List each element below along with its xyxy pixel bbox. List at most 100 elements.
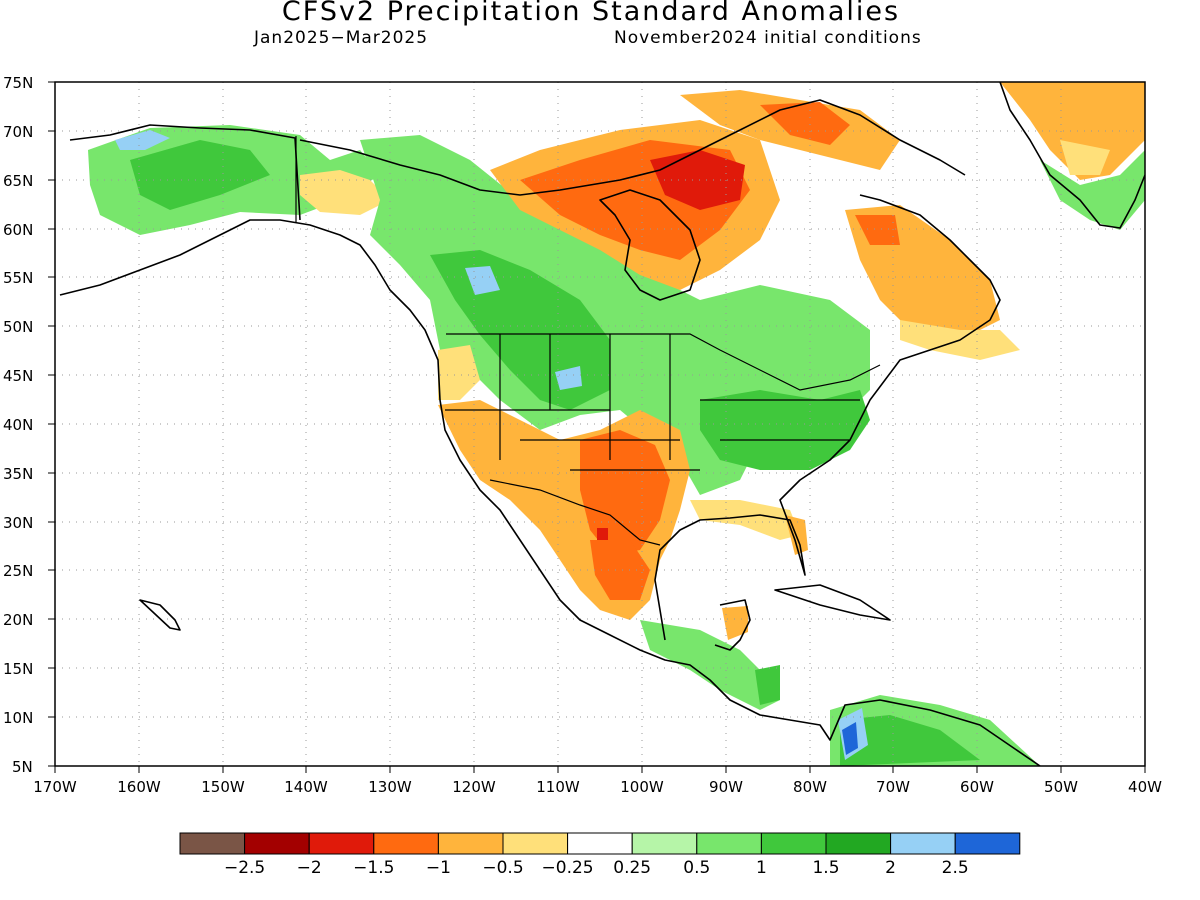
- lat-label: 10N: [3, 709, 33, 727]
- lon-label: 90W: [709, 778, 743, 796]
- longitude-labels: 170W 160W 150W 140W 130W 120W 110W 100W …: [33, 778, 1162, 796]
- colorbar-swatch: [244, 832, 310, 855]
- lon-label: 100W: [620, 778, 664, 796]
- lon-label: 160W: [117, 778, 161, 796]
- colorbar-swatch: [954, 832, 1021, 855]
- us-canada-border: [446, 333, 881, 391]
- mexico-dry-core: [590, 540, 650, 600]
- colorbar-label: 2: [885, 858, 896, 878]
- forecast-period: Jan2025−Mar2025: [254, 28, 429, 48]
- colombia-wet-core: [840, 715, 980, 766]
- yukon-dry-area: [300, 170, 390, 215]
- latitude-labels: 75N 70N 65N 60N 55N 50N 45N 40N 35N 30N …: [3, 74, 33, 776]
- hudson-very-dry: [650, 150, 745, 210]
- central-america-wet: [640, 620, 780, 710]
- lat-label: 45N: [3, 367, 33, 385]
- labrador-dry-core: [855, 215, 900, 245]
- colorbar: [179, 832, 1021, 855]
- hudson-bay-coast: [599, 189, 701, 301]
- lat-label: 40N: [3, 416, 33, 434]
- lat-label: 5N: [12, 758, 33, 776]
- lon-label: 80W: [793, 778, 827, 796]
- southeast-dry-area: [690, 500, 800, 540]
- colorbar-swatch: [437, 832, 504, 855]
- north-america-coastline: [59, 219, 1041, 766]
- colorbar-swatch: [373, 832, 439, 855]
- colorbar-label: −0.25: [542, 858, 594, 878]
- lon-label: 170W: [33, 778, 77, 796]
- alaska-coast: [69, 124, 301, 221]
- central-america-coast: [714, 599, 751, 651]
- greenland-coast: [999, 82, 1145, 229]
- greenland-wet-area: [1040, 150, 1145, 230]
- initial-conditions: November2024 initial conditions: [614, 28, 922, 48]
- lat-label: 60N: [3, 221, 33, 239]
- lat-label: 55N: [3, 269, 33, 287]
- colorbar-swatch: [308, 832, 375, 855]
- lat-label: 20N: [3, 611, 33, 629]
- lat-label: 25N: [3, 562, 33, 580]
- lat-label: 30N: [3, 514, 33, 532]
- axis-ticks: [48, 81, 1146, 773]
- colorbar-swatch: [890, 832, 956, 855]
- colorbar-swatch: [179, 832, 246, 855]
- cuba-outline: [774, 584, 891, 621]
- colorbar-label: −1.5: [353, 858, 394, 878]
- montana-blue-spot: [555, 366, 582, 390]
- mexico-red-spot: [597, 528, 608, 540]
- colorbar-label: 2.5: [942, 858, 969, 878]
- west-us-yellow: [438, 345, 480, 400]
- colombia-deep-blue: [842, 722, 858, 755]
- lon-label: 50W: [1044, 778, 1078, 796]
- lat-label: 75N: [3, 74, 33, 92]
- colorbar-label: −2.5: [224, 858, 265, 878]
- state-lines: [445, 334, 860, 471]
- alaska-blue-spot: [115, 130, 170, 150]
- colorbar-labels: −2.5 −2 −1.5 −1 −0.5 −0.25 0.25 0.5 1 1.5 2 2.5: [224, 858, 969, 878]
- lat-label: 65N: [3, 172, 33, 190]
- colorbar-label: 0.25: [613, 858, 651, 878]
- lon-label: 40W: [1128, 778, 1162, 796]
- alaska-wet-core: [130, 140, 270, 210]
- southern-plains-dry-core: [580, 430, 670, 555]
- map-title: CFSv2 Precipitation Standard Anomalies: [281, 0, 901, 27]
- colorbar-label: −2: [297, 858, 322, 878]
- greenland-yellow: [1060, 140, 1110, 175]
- colorbar-swatch: [760, 832, 827, 855]
- colorbar-label: −0.5: [482, 858, 523, 878]
- lat-label: 70N: [3, 123, 33, 141]
- lon-label: 110W: [536, 778, 580, 796]
- lon-label: 60W: [960, 778, 994, 796]
- prairies-blue-spot: [465, 266, 500, 295]
- yucatan-dry-spot: [722, 606, 748, 640]
- arctic-coast: [299, 99, 966, 196]
- anomaly-field: [88, 82, 1145, 766]
- us-mexico-border: [489, 479, 661, 546]
- lon-label: 140W: [284, 778, 328, 796]
- political-borders: [295, 136, 881, 546]
- colorbar-swatch: [502, 832, 569, 855]
- colorbar-label: −1: [426, 858, 451, 878]
- colorbar-swatch: [567, 832, 633, 855]
- colorbar-label: 0.5: [683, 858, 710, 878]
- lon-label: 130W: [368, 778, 412, 796]
- colorbar-label: 1: [756, 858, 767, 878]
- eastern-us-wet-area: [700, 390, 870, 470]
- colorbar-swatch: [696, 832, 762, 855]
- coastlines: [59, 82, 1145, 766]
- colorbar-label: 1.5: [812, 858, 839, 878]
- gulf-coastline: [654, 194, 1001, 641]
- lon-label: 70W: [876, 778, 910, 796]
- arctic-dry-core: [760, 102, 850, 145]
- colorbar-swatch: [825, 832, 892, 855]
- lat-label: 50N: [3, 318, 33, 336]
- lat-label: 35N: [3, 465, 33, 483]
- lat-label: 15N: [3, 660, 33, 678]
- lon-label: 150W: [201, 778, 245, 796]
- honduras-wet-core: [755, 665, 780, 705]
- greenland-dry-area: [1000, 82, 1145, 180]
- hawaii-outline: [139, 599, 181, 631]
- colorbar-swatch: [631, 832, 698, 855]
- lon-label: 120W: [452, 778, 496, 796]
